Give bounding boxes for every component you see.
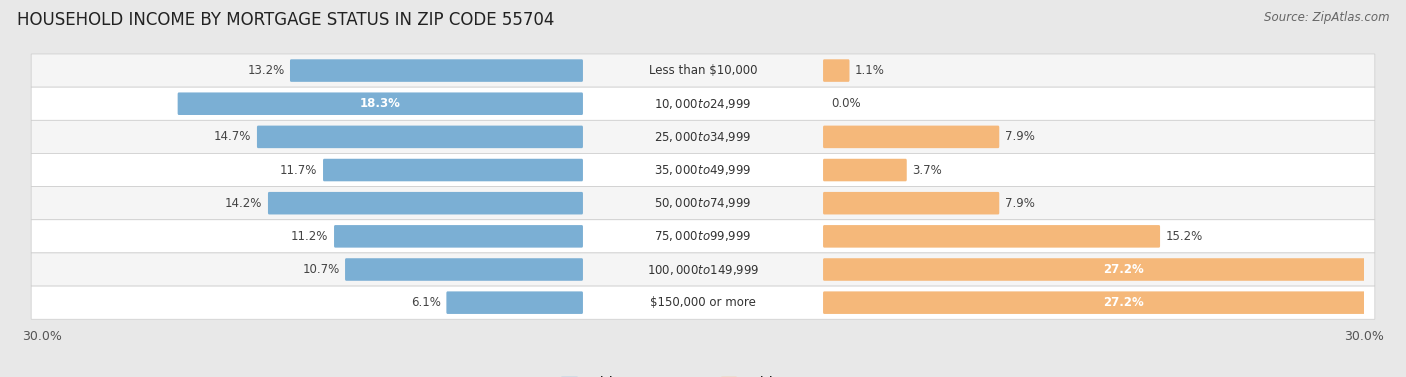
- FancyBboxPatch shape: [823, 225, 1160, 248]
- FancyBboxPatch shape: [344, 258, 583, 281]
- Text: 27.2%: 27.2%: [1104, 263, 1144, 276]
- Text: 15.2%: 15.2%: [1166, 230, 1202, 243]
- Text: 14.2%: 14.2%: [225, 197, 263, 210]
- FancyBboxPatch shape: [446, 291, 583, 314]
- Text: 27.2%: 27.2%: [1104, 296, 1144, 309]
- Text: 18.3%: 18.3%: [360, 97, 401, 110]
- Text: 3.7%: 3.7%: [912, 164, 942, 176]
- FancyBboxPatch shape: [31, 286, 1375, 319]
- Text: 1.1%: 1.1%: [855, 64, 884, 77]
- FancyBboxPatch shape: [290, 59, 583, 82]
- Text: HOUSEHOLD INCOME BY MORTGAGE STATUS IN ZIP CODE 55704: HOUSEHOLD INCOME BY MORTGAGE STATUS IN Z…: [17, 11, 554, 29]
- Text: $150,000 or more: $150,000 or more: [650, 296, 756, 309]
- FancyBboxPatch shape: [31, 87, 1375, 120]
- Text: $10,000 to $24,999: $10,000 to $24,999: [654, 97, 752, 111]
- Text: 11.7%: 11.7%: [280, 164, 318, 176]
- FancyBboxPatch shape: [257, 126, 583, 148]
- Text: 11.2%: 11.2%: [291, 230, 329, 243]
- Text: $35,000 to $49,999: $35,000 to $49,999: [654, 163, 752, 177]
- Text: 13.2%: 13.2%: [247, 64, 284, 77]
- Text: 7.9%: 7.9%: [1005, 197, 1035, 210]
- Text: 6.1%: 6.1%: [411, 296, 441, 309]
- Text: $75,000 to $99,999: $75,000 to $99,999: [654, 229, 752, 243]
- FancyBboxPatch shape: [31, 153, 1375, 187]
- FancyBboxPatch shape: [269, 192, 583, 215]
- Legend: Without Mortgage, With Mortgage: Without Mortgage, With Mortgage: [555, 371, 851, 377]
- Text: 10.7%: 10.7%: [302, 263, 339, 276]
- FancyBboxPatch shape: [31, 220, 1375, 253]
- FancyBboxPatch shape: [823, 258, 1406, 281]
- FancyBboxPatch shape: [823, 126, 1000, 148]
- FancyBboxPatch shape: [823, 291, 1406, 314]
- Text: $25,000 to $34,999: $25,000 to $34,999: [654, 130, 752, 144]
- FancyBboxPatch shape: [823, 192, 1000, 215]
- FancyBboxPatch shape: [31, 253, 1375, 286]
- Text: 14.7%: 14.7%: [214, 130, 252, 143]
- Text: $100,000 to $149,999: $100,000 to $149,999: [647, 262, 759, 276]
- Text: 7.9%: 7.9%: [1005, 130, 1035, 143]
- FancyBboxPatch shape: [31, 187, 1375, 220]
- FancyBboxPatch shape: [323, 159, 583, 181]
- Text: 0.0%: 0.0%: [831, 97, 860, 110]
- FancyBboxPatch shape: [335, 225, 583, 248]
- FancyBboxPatch shape: [31, 120, 1375, 153]
- FancyBboxPatch shape: [823, 159, 907, 181]
- Text: Less than $10,000: Less than $10,000: [648, 64, 758, 77]
- FancyBboxPatch shape: [177, 92, 583, 115]
- FancyBboxPatch shape: [823, 59, 849, 82]
- Text: $50,000 to $74,999: $50,000 to $74,999: [654, 196, 752, 210]
- Text: Source: ZipAtlas.com: Source: ZipAtlas.com: [1264, 11, 1389, 24]
- FancyBboxPatch shape: [31, 54, 1375, 87]
